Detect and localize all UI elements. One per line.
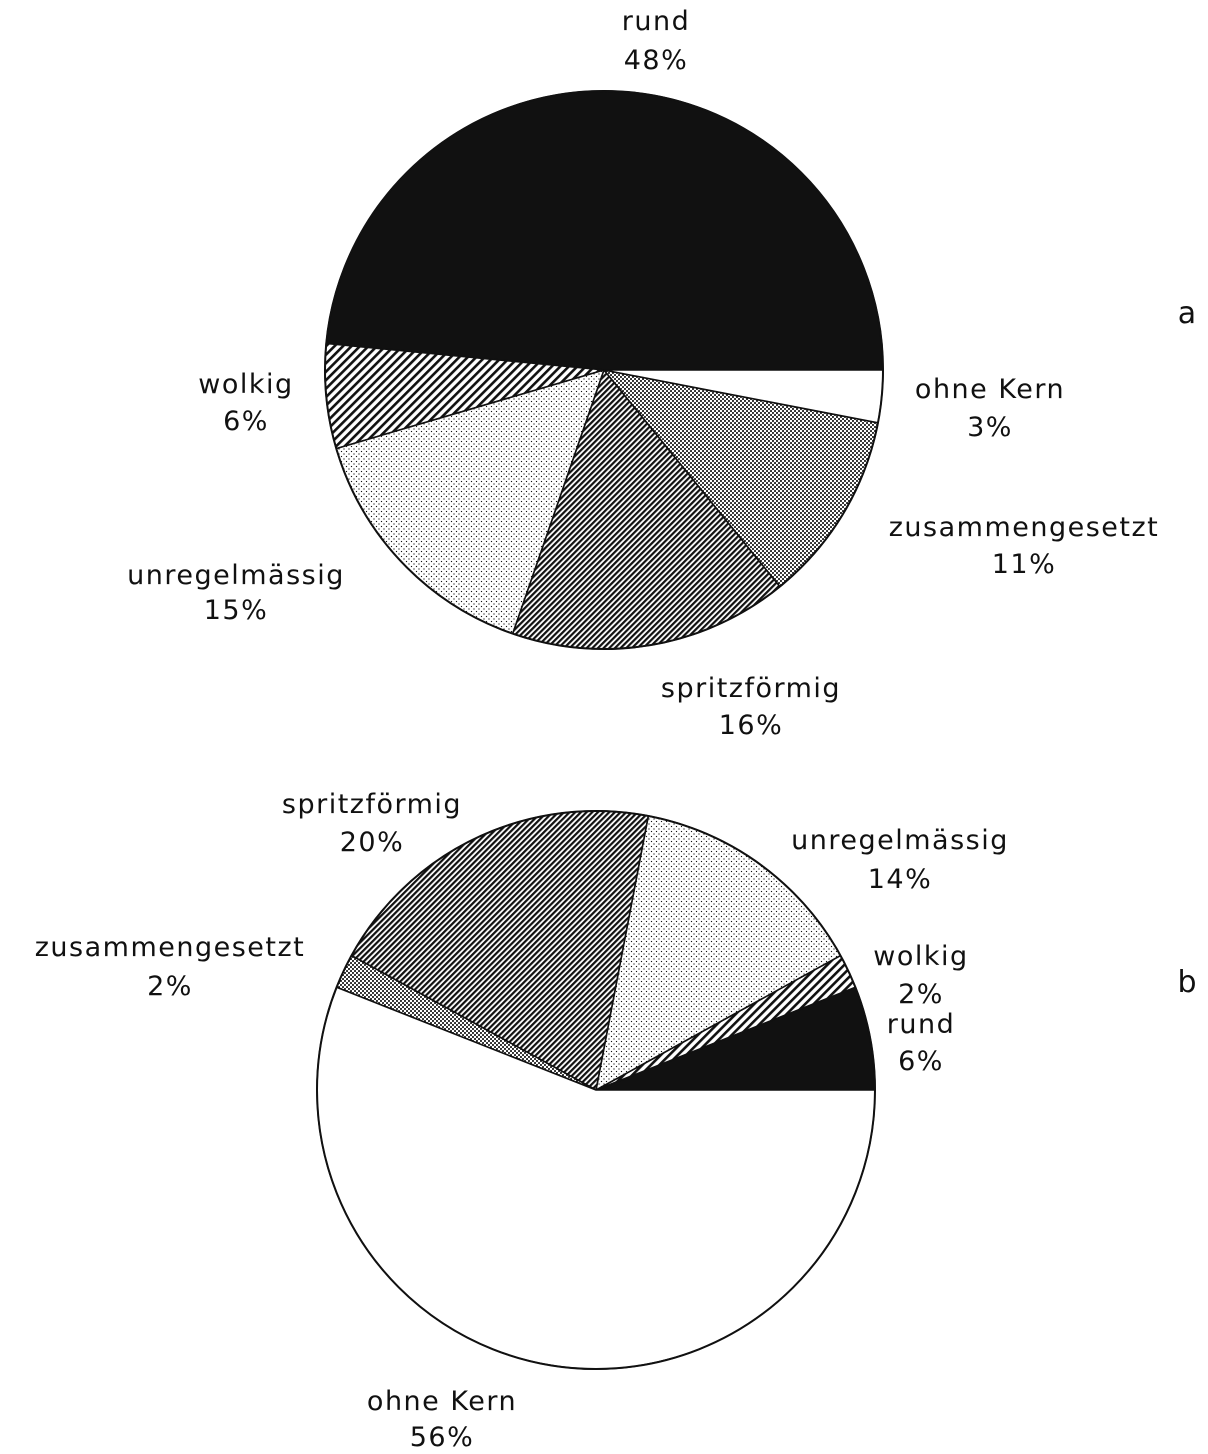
slice-percent-spritzfoermig: 20% bbox=[340, 827, 405, 858]
slice-label-spritzfoermig: spritzförmig bbox=[282, 789, 462, 820]
panel-label-a: a bbox=[1178, 296, 1196, 331]
pie-slice-rund bbox=[325, 90, 884, 371]
slice-label-rund: rund bbox=[887, 1009, 955, 1040]
slice-percent-wolkig: 2% bbox=[898, 979, 944, 1010]
slice-percent-unregelmaessig: 15% bbox=[204, 595, 269, 626]
pie-outline bbox=[324, 90, 884, 650]
slice-label-unregelmaessig: unregelmässig bbox=[791, 825, 1009, 856]
slice-label-unregelmaessig: unregelmässig bbox=[127, 560, 345, 591]
slice-percent-rund: 6% bbox=[898, 1046, 944, 1077]
slice-label-ohne-kern: ohne Kern bbox=[915, 374, 1065, 405]
slice-label-zusammengesetzt: zusammengesetzt bbox=[35, 932, 306, 963]
slice-label-zusammengesetzt: zusammengesetzt bbox=[889, 512, 1160, 543]
slice-percent-zusammengesetzt: 11% bbox=[992, 549, 1057, 580]
slice-percent-spritzfoermig: 16% bbox=[719, 710, 784, 741]
slice-percent-zusammengesetzt: 2% bbox=[147, 971, 193, 1002]
slice-percent-unregelmaessig: 14% bbox=[868, 864, 933, 895]
slice-label-ohne-kern: ohne Kern bbox=[367, 1386, 517, 1417]
panel-label-b: b bbox=[1177, 965, 1196, 1000]
slice-label-rund: rund bbox=[622, 6, 690, 37]
slice-percent-rund: 48% bbox=[624, 45, 689, 76]
slice-percent-ohne-kern: 56% bbox=[410, 1422, 475, 1453]
pie-chart-a bbox=[324, 90, 884, 650]
slice-percent-ohne-kern: 3% bbox=[967, 412, 1013, 443]
slice-label-wolkig: wolkig bbox=[198, 369, 293, 400]
pie-chart-b bbox=[316, 810, 876, 1370]
slice-percent-wolkig: 6% bbox=[223, 406, 269, 437]
pie-outline bbox=[316, 810, 876, 1370]
slice-label-spritzfoermig: spritzförmig bbox=[661, 673, 841, 704]
slice-label-wolkig: wolkig bbox=[873, 941, 968, 972]
